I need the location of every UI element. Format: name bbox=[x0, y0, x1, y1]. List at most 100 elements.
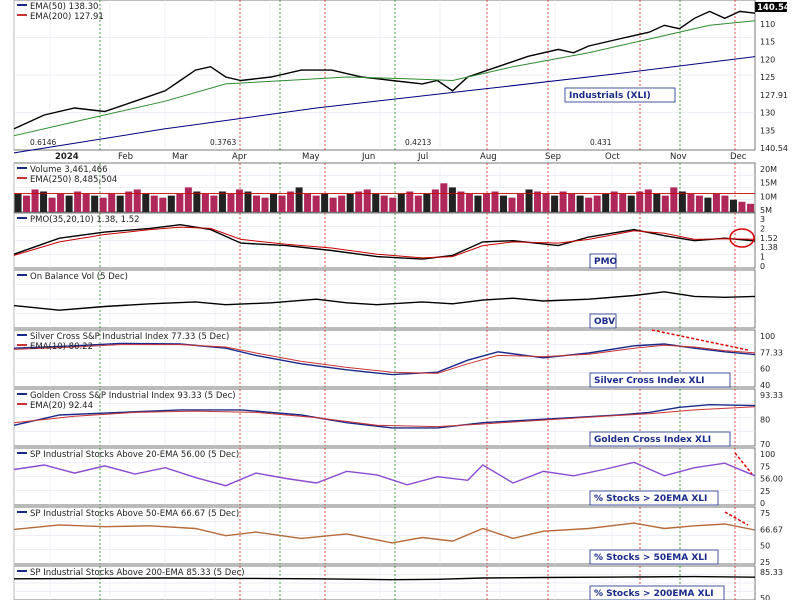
volume-bar bbox=[559, 191, 567, 212]
month-label: Jun bbox=[361, 152, 375, 162]
tick-label: 120 bbox=[760, 55, 775, 64]
tick-label: 115 bbox=[760, 38, 775, 47]
volume-bar bbox=[670, 187, 678, 212]
volume-bar bbox=[499, 195, 507, 212]
series-line--50ema bbox=[13, 522, 756, 544]
month-label: Apr bbox=[232, 152, 247, 162]
volume-bar bbox=[329, 197, 337, 212]
legend-swatch bbox=[17, 274, 27, 276]
tick-label: 100 bbox=[760, 450, 775, 459]
volume-bar bbox=[687, 193, 695, 212]
volume-bar bbox=[440, 183, 448, 212]
month-label: Feb bbox=[118, 152, 133, 162]
volume-bar bbox=[465, 193, 473, 212]
series-line-ema-10- bbox=[13, 344, 756, 374]
panel-label-box bbox=[589, 253, 617, 269]
series-line-pmo bbox=[13, 223, 756, 260]
volume-bar bbox=[389, 197, 397, 212]
legend-swatch bbox=[17, 14, 27, 16]
volume-bar bbox=[363, 189, 371, 212]
legend-entry: EMA(250) 8,485,504 bbox=[30, 175, 117, 185]
volume-bar bbox=[31, 189, 39, 212]
trend-annotation bbox=[734, 452, 753, 475]
volume-bar bbox=[431, 189, 439, 212]
legend-swatch bbox=[17, 344, 27, 346]
volume-bar bbox=[159, 197, 167, 212]
volume-bar bbox=[482, 193, 490, 212]
tick-label: 0 bbox=[760, 499, 765, 508]
volume-bar bbox=[355, 191, 363, 212]
volume-bar bbox=[738, 201, 746, 212]
volume-bar bbox=[278, 195, 286, 212]
tick-label: 75 bbox=[760, 509, 770, 518]
volume-bar bbox=[457, 191, 465, 212]
panel-label: OBV bbox=[594, 317, 615, 327]
panel-label: % Stocks > 20EMA XLI bbox=[594, 494, 707, 504]
volume-bar bbox=[414, 195, 422, 212]
legend-entry: SP Industrial Stocks Above 200-EMA 85.33… bbox=[30, 568, 245, 578]
volume-bar bbox=[372, 193, 380, 212]
panel-label: Golden Cross Index XLI bbox=[594, 435, 711, 445]
tick-label: 85.33 bbox=[760, 568, 783, 577]
panel-label-box bbox=[589, 313, 617, 329]
legend-entry: Silver Cross S&P Industrial Index 77.33 … bbox=[30, 332, 229, 342]
volume-bar bbox=[568, 193, 576, 212]
tick-label: 1.52 bbox=[760, 234, 778, 243]
volume-bar bbox=[287, 191, 295, 212]
volume-bar bbox=[82, 193, 90, 212]
tick-label: 60 bbox=[760, 365, 770, 374]
volume-bar bbox=[661, 195, 669, 212]
volume-bar bbox=[261, 197, 269, 212]
tick-label: 125 bbox=[760, 73, 775, 82]
volume-bar bbox=[40, 191, 48, 212]
series-line--200ema bbox=[13, 575, 756, 581]
month-label: Aug bbox=[480, 152, 497, 162]
volume-bar bbox=[14, 193, 22, 212]
volume-bar bbox=[644, 189, 652, 212]
panel-label: Industrials (XLI) bbox=[569, 91, 651, 101]
tick-label: 80 bbox=[760, 416, 770, 425]
volume-bar bbox=[423, 193, 431, 212]
tick-label: 2 bbox=[760, 224, 765, 233]
series-line-ema-50- bbox=[13, 20, 756, 137]
volume-bar bbox=[57, 193, 65, 212]
legend-entry: EMA(50) 138.30 bbox=[30, 2, 98, 12]
volume-bar bbox=[695, 195, 703, 212]
tick-label: 0 bbox=[760, 262, 765, 271]
legend-swatch bbox=[17, 511, 27, 513]
price-annotation: 0.6146 bbox=[30, 138, 56, 147]
tick-label: 110 bbox=[760, 20, 775, 29]
volume-bar bbox=[218, 191, 226, 212]
tick-label: 15M bbox=[760, 179, 777, 188]
legend-swatch bbox=[17, 403, 27, 405]
legend-swatch bbox=[17, 393, 27, 395]
volume-bar bbox=[23, 195, 31, 212]
volume-bar bbox=[244, 191, 252, 212]
month-label: Mar bbox=[172, 152, 189, 162]
month-label: Dec bbox=[730, 152, 747, 162]
tick-label: 56.00 bbox=[760, 475, 783, 484]
tick-label: 3 bbox=[760, 215, 765, 224]
volume-bar bbox=[619, 193, 627, 212]
price-annotation: 0.3763 bbox=[210, 138, 236, 147]
volume-bar bbox=[65, 195, 73, 212]
panel-label: % Stocks > 200EMA XLI bbox=[594, 589, 714, 599]
tick-label: 25 bbox=[760, 558, 770, 567]
series-line-obv bbox=[13, 291, 756, 311]
volume-bar bbox=[508, 197, 516, 212]
volume-bar bbox=[491, 191, 499, 212]
panel-label: Silver Cross Index XLI bbox=[594, 376, 705, 386]
volume-bar bbox=[176, 193, 184, 212]
series-line-signal bbox=[13, 226, 756, 259]
volume-bar bbox=[678, 191, 686, 212]
panel-label: PMO bbox=[594, 257, 618, 267]
volume-bar bbox=[746, 203, 754, 212]
legend-entry: EMA(20) 92.44 bbox=[30, 401, 93, 411]
series-line-ema-200- bbox=[13, 56, 756, 154]
price-annotation: 0.4213 bbox=[405, 138, 431, 147]
tick-label: 130 bbox=[760, 109, 775, 118]
volume-bar bbox=[610, 191, 618, 212]
volume-bar bbox=[338, 195, 346, 212]
volume-bar bbox=[542, 193, 550, 212]
volume-bar bbox=[448, 187, 456, 212]
